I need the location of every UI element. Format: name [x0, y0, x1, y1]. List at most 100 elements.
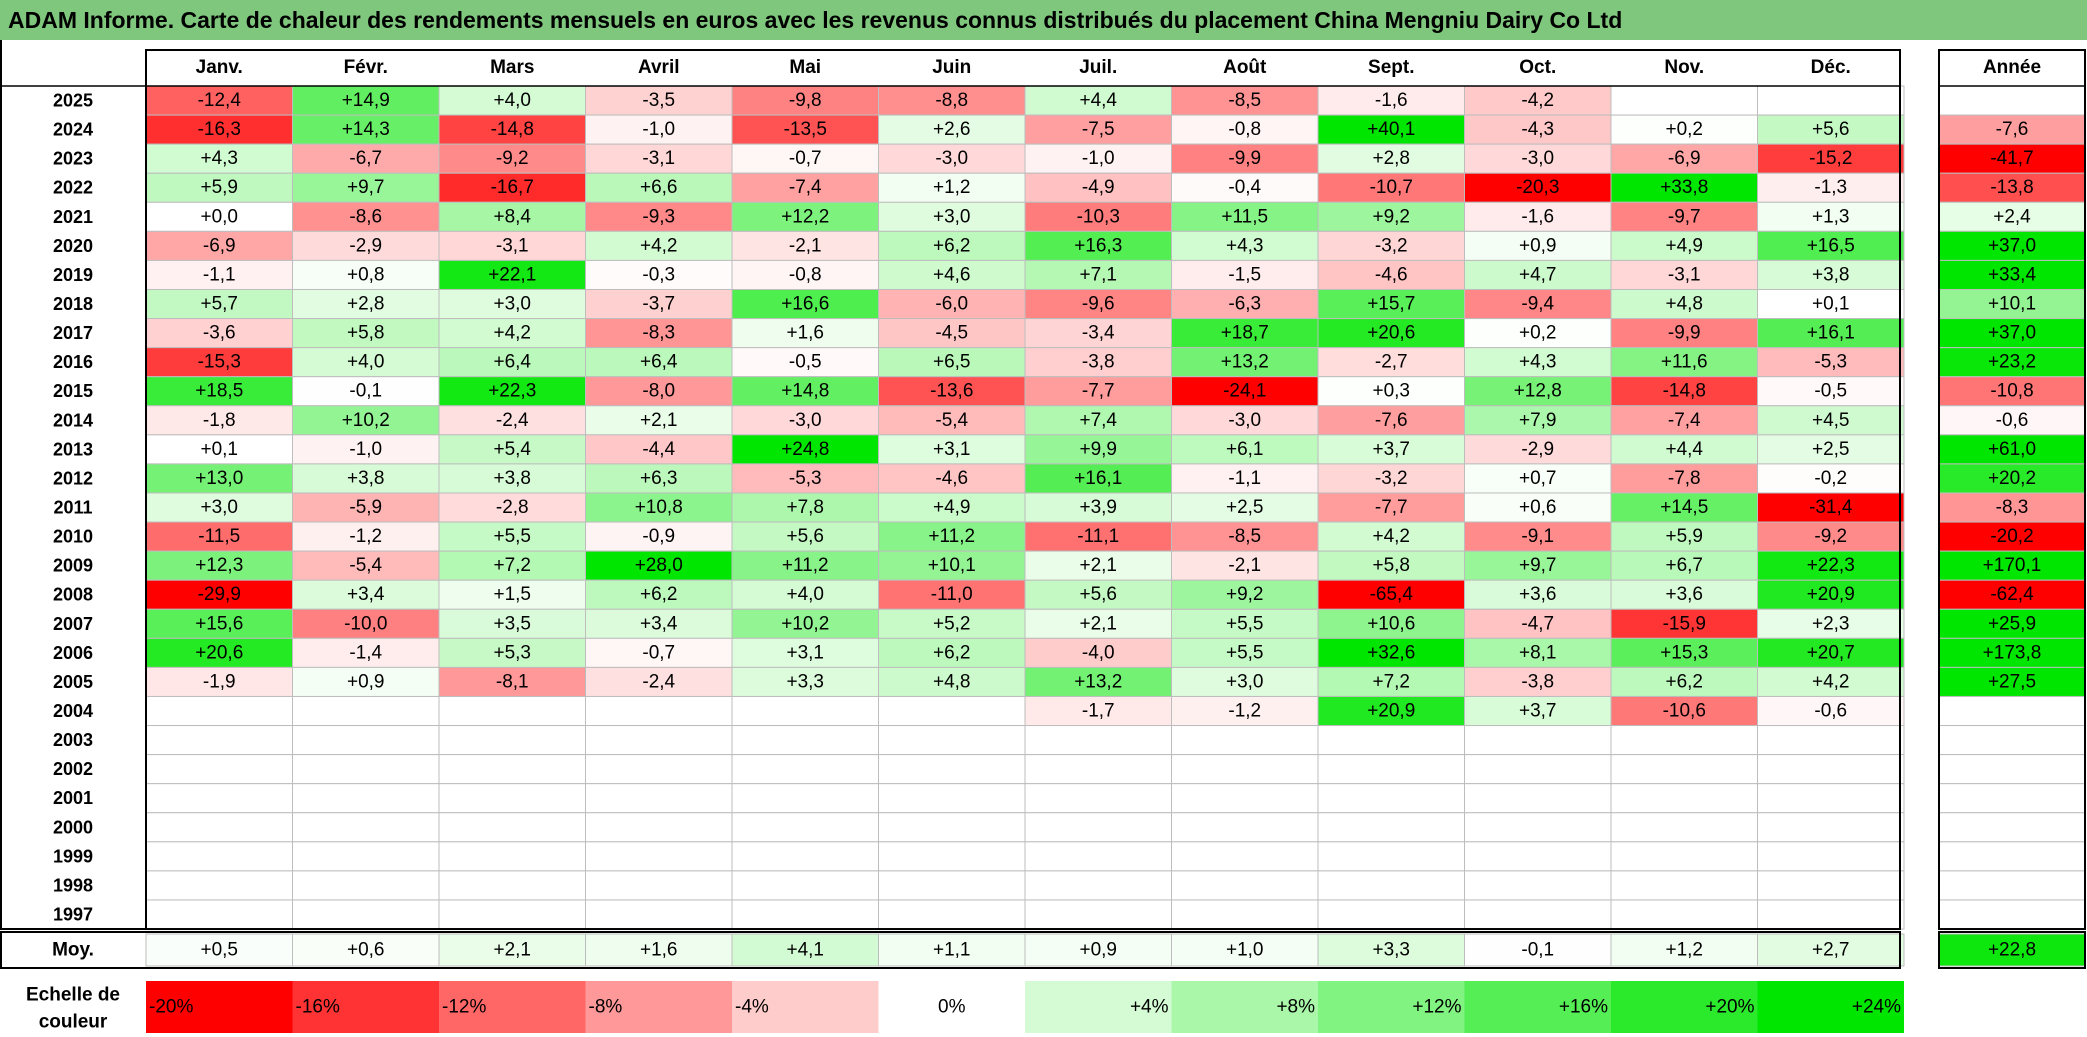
average-value: +1,1	[933, 940, 971, 961]
cell-value: +6,3	[640, 468, 678, 489]
cell-value: +6,2	[933, 235, 971, 256]
scale-swatch	[292, 981, 439, 1033]
cell-value: +20,6	[1367, 323, 1415, 344]
cell-value: +4,2	[1812, 671, 1850, 692]
year-label: 2023	[53, 149, 93, 169]
month-header: Août	[1223, 57, 1267, 78]
cell-value: -1,8	[203, 410, 236, 431]
annual-value: -41,7	[1990, 148, 2033, 169]
annual-cell	[1938, 347, 2086, 378]
heatmap-cell	[585, 666, 733, 697]
heatmap-cell	[1757, 841, 1905, 872]
heatmap-cell	[1024, 783, 1172, 814]
cell-value: +4,2	[493, 323, 531, 344]
heatmap-cell	[145, 259, 293, 290]
scale-stop-label: -8%	[589, 997, 623, 1018]
cell-value: -0,1	[349, 381, 382, 402]
heatmap-cell	[1024, 172, 1172, 203]
heatmap-cell	[1464, 608, 1612, 639]
scale-stop-label: -20%	[149, 997, 193, 1018]
cell-value: -2,8	[496, 497, 529, 518]
heatmap-cell	[1610, 725, 1758, 756]
cell-value: +16,1	[1807, 323, 1855, 344]
average-value: +1,6	[640, 940, 678, 961]
heatmap-cell	[145, 725, 293, 756]
cell-value: +16,1	[1074, 468, 1122, 489]
cell-value: -1,5	[1228, 264, 1261, 285]
heatmap-cell	[292, 172, 440, 203]
year-label: 2004	[53, 701, 93, 721]
cell-value: +3,4	[640, 613, 678, 634]
heatmap-cell	[1024, 405, 1172, 436]
heatmap-cell	[585, 637, 733, 668]
cell-value: +5,6	[786, 526, 824, 547]
heatmap-cell	[1757, 376, 1905, 407]
cell-value: +24,8	[781, 439, 829, 460]
heatmap-cell	[438, 899, 586, 930]
heatmap-cell	[438, 376, 586, 407]
heatmap-cell	[292, 579, 440, 610]
cell-value: +5,5	[1226, 642, 1264, 663]
heatmap-cell	[1610, 608, 1758, 639]
year-label: 2016	[53, 352, 93, 372]
cell-value: -15,2	[1809, 148, 1852, 169]
heatmap-cell	[1024, 114, 1172, 145]
cell-value: -65,4	[1370, 584, 1414, 605]
year-label: 1999	[53, 846, 93, 866]
annual-cell	[1938, 870, 2086, 901]
heatmap-cell	[1317, 318, 1465, 349]
heatmap-cell	[731, 754, 879, 785]
year-label: 2003	[53, 730, 93, 750]
heatmap-cell	[145, 783, 293, 814]
cell-value: +6,4	[640, 352, 678, 373]
heatmap-cell	[1464, 695, 1612, 727]
heatmap-cell	[878, 492, 1026, 523]
cell-value: +11,2	[782, 555, 829, 576]
cell-value: +6,4	[493, 352, 531, 373]
heatmap-cell	[145, 666, 293, 697]
annual-value: +33,4	[1988, 264, 2037, 285]
heatmap-cell	[1317, 783, 1465, 814]
cell-value: +4,3	[1519, 352, 1557, 373]
heatmap-cell	[1757, 754, 1905, 785]
heatmap-cell	[145, 143, 293, 174]
heatmap-cell	[292, 870, 440, 901]
cell-value: +3,0	[200, 497, 238, 518]
heatmap-cell	[585, 492, 733, 523]
cell-value: +5,9	[200, 177, 238, 198]
heatmap-cell	[878, 841, 1026, 872]
cell-value: +0,9	[1519, 235, 1557, 256]
annual-cell	[1938, 492, 2086, 523]
heatmap-cell	[1757, 608, 1905, 639]
heatmap-cell	[731, 318, 879, 349]
annual-cell	[1938, 695, 2086, 727]
cell-value: +3,7	[1372, 439, 1410, 460]
cell-value: +5,6	[1812, 119, 1850, 140]
cell-value: -8,3	[642, 323, 675, 344]
cell-value: +1,3	[1812, 206, 1850, 227]
month-header: Avril	[638, 57, 680, 78]
month-header: Oct.	[1519, 57, 1556, 78]
cell-value: +4,4	[1665, 439, 1703, 460]
heatmap-cell	[585, 754, 733, 785]
cell-value: -0,5	[1814, 381, 1847, 402]
heatmap-cell	[731, 347, 879, 378]
cell-value: -5,3	[1814, 352, 1847, 373]
heatmap-cell	[1757, 637, 1905, 668]
heatmap-cell	[1171, 376, 1319, 407]
cell-value: +32,6	[1367, 642, 1415, 663]
heatmap-cell	[1464, 841, 1612, 872]
heatmap-cell	[1317, 347, 1465, 378]
average-value: +3,3	[1372, 940, 1410, 961]
heatmap-cell	[1317, 259, 1465, 290]
heatmap-cell	[731, 725, 879, 756]
scale-stop-label: +20%	[1705, 997, 1754, 1018]
heatmap-cell	[731, 841, 879, 872]
heatmap-cell	[1171, 695, 1319, 727]
year-label: 2006	[53, 643, 93, 663]
heatmap-cell	[292, 376, 440, 407]
average-cell	[1024, 933, 1172, 967]
annual-cell	[1938, 463, 2086, 494]
average-value: +0,6	[347, 940, 385, 961]
year-label: 2024	[53, 120, 93, 140]
